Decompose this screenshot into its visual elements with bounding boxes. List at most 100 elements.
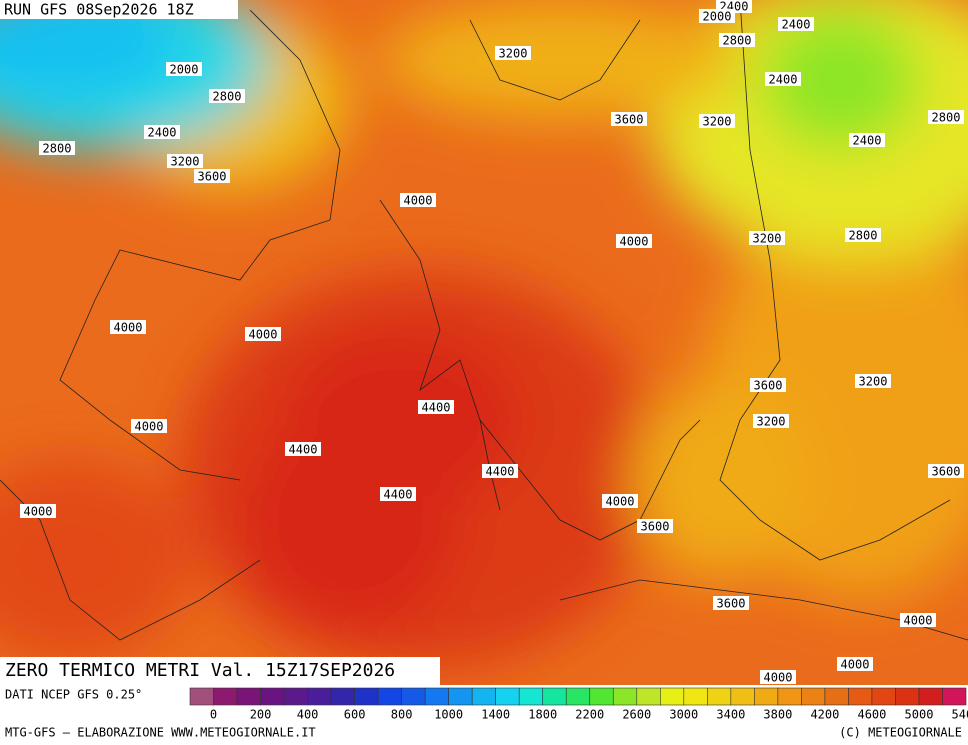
contour-label: 4400 (422, 401, 451, 415)
contour-label: 4400 (289, 443, 318, 457)
contour-label-box (928, 110, 964, 124)
contour-label-box (167, 154, 203, 168)
contour-label: 2800 (723, 34, 752, 48)
contour-label-box (400, 193, 436, 207)
colorbar-label: 1800 (528, 708, 557, 722)
contour-label-box (753, 414, 789, 428)
colorbar-label: 5000 (905, 708, 934, 722)
contour-label-box (900, 613, 936, 627)
colorbar-label: 2600 (622, 708, 651, 722)
colorbar-swatch (307, 687, 332, 706)
contour-label-box (209, 89, 245, 103)
contour-label-box (760, 670, 796, 684)
colorbar-label: 5400 (952, 708, 968, 722)
colorbar-label: 3800 (763, 708, 792, 722)
colorbar-swatch (189, 687, 214, 706)
contour-label: 4000 (135, 420, 164, 434)
colorbar-swatch (471, 687, 496, 706)
contour-label-box (765, 72, 801, 86)
contour-label: 3600 (198, 170, 227, 184)
colorbar-swatch (330, 687, 355, 706)
colorbar-swatch (283, 687, 308, 706)
contour-label: 4000 (404, 194, 433, 208)
contour-label: 3200 (753, 232, 782, 246)
colorbar-label: 1000 (434, 708, 463, 722)
contour-label: 4400 (384, 488, 413, 502)
colorbar-swatch (683, 687, 708, 706)
map-title: ZERO TERMICO METRI Val. 15Z17SEP2026 (5, 660, 395, 681)
contour-label: 4000 (620, 235, 649, 249)
colorbar-swatch (260, 687, 285, 706)
colorbar-swatch (777, 687, 802, 706)
colorbar-swatch (848, 687, 873, 706)
contour-label: 3600 (754, 379, 783, 393)
contour-label: 3200 (757, 415, 786, 429)
contour-label: 2400 (853, 134, 882, 148)
contour-label-box (418, 400, 454, 414)
contour-label: 3600 (615, 113, 644, 127)
colorbar-swatch (424, 687, 449, 706)
colorbar-swatch (636, 687, 661, 706)
run-label: RUN GFS 08Sep2026 18Z (4, 1, 194, 19)
colorbar-swatch (565, 687, 591, 706)
contour-label-box (611, 112, 647, 126)
contour-label-box (778, 17, 814, 31)
colorbar-swatch (918, 687, 943, 706)
contour-label: 3200 (703, 115, 732, 129)
colorbar-swatch (213, 687, 238, 706)
contour-label-box (380, 487, 416, 501)
colorbar-label: 800 (391, 708, 413, 722)
colorbar-swatch (589, 687, 614, 706)
contour-label: 2800 (932, 111, 961, 125)
contour-label-box (713, 596, 749, 610)
copyright-label: (C) METEOGIORNALE (839, 726, 962, 740)
contour-label: 3200 (171, 155, 200, 169)
colorbar-swatch (707, 687, 732, 706)
contour-label: 3600 (932, 465, 961, 479)
colorbar-label: 400 (297, 708, 319, 722)
colorbar-label: 2200 (575, 708, 604, 722)
colorbar-swatch (660, 687, 685, 706)
contour-label-box (495, 46, 531, 60)
contour-label-box (39, 141, 75, 155)
colorbar-label: 4200 (810, 708, 839, 722)
colorbar-swatch (942, 687, 967, 706)
contour-label: 3600 (641, 520, 670, 534)
colorbar-swatch (542, 687, 567, 706)
colorbar-swatch (354, 687, 379, 706)
contour-label-box (482, 464, 518, 478)
contour-label-box (285, 442, 321, 456)
contour-label-box (20, 504, 56, 518)
colorbar-swatch (895, 687, 920, 706)
colorbar-label: 3400 (716, 708, 745, 722)
contour-label-box (699, 9, 735, 23)
credit-label: MTG-GFS — ELABORAZIONE WWW.METEOGIORNALE… (5, 726, 316, 740)
contour-label: 2400 (769, 73, 798, 87)
colorbar-label: 4600 (857, 708, 886, 722)
contour-label-box (750, 378, 786, 392)
contour-label: 4000 (24, 505, 53, 519)
contour-label-box (602, 494, 638, 508)
colorbar-swatch (754, 687, 779, 706)
colorbar-label: 3000 (669, 708, 698, 722)
contour-label: 2000 (170, 63, 199, 77)
contour-label-box (194, 169, 230, 183)
contour-label-box (849, 133, 885, 147)
contour-label-box (637, 519, 673, 533)
contour-label: 2800 (849, 229, 878, 243)
contour-label-box (699, 114, 735, 128)
colorbar-swatch (377, 687, 402, 706)
contour-label-box (855, 374, 891, 388)
contour-label: 4000 (841, 658, 870, 672)
colorbar-swatch (824, 687, 849, 706)
contour-label: 4400 (486, 465, 515, 479)
contour-label: 2800 (43, 142, 72, 156)
contour-label: 4000 (249, 328, 278, 342)
source-label: DATI NCEP GFS 0.25° (5, 688, 142, 702)
contour-label: 4000 (114, 321, 143, 335)
colorbar-swatch (730, 687, 755, 706)
contour-label: 2000 (703, 10, 732, 24)
contour-label-box (845, 228, 881, 242)
